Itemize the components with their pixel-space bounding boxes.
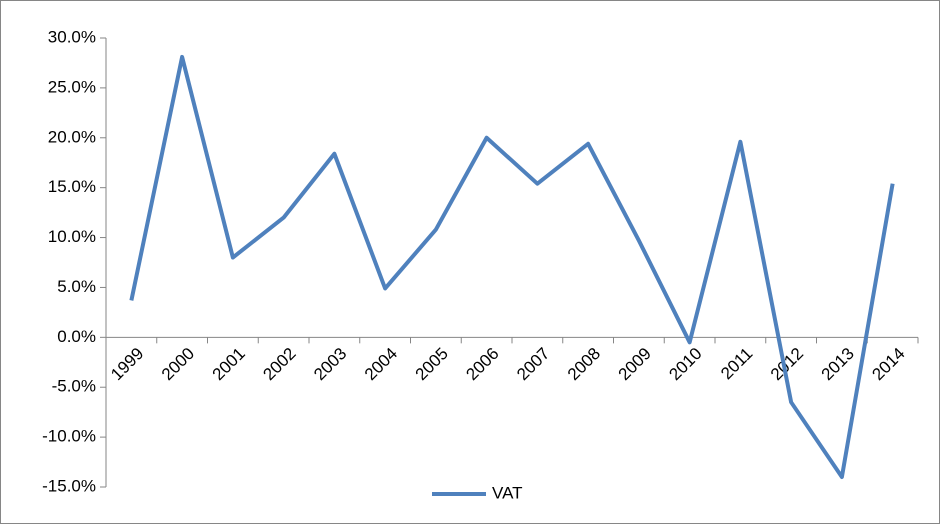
y-tick-label: -5.0% [52,377,96,396]
legend-label: VAT [492,483,523,502]
y-tick-label: 5.0% [57,277,96,296]
y-tick-label: 10.0% [48,227,96,246]
y-tick-label: -15.0% [42,476,96,495]
y-tick-label: 15.0% [48,177,96,196]
y-tick-label: 20.0% [48,127,96,146]
y-tick-label: 25.0% [48,77,96,96]
y-tick-label: 0.0% [57,327,96,346]
data-line [129,54,895,480]
y-tick-label: 30.0% [48,27,96,46]
y-tick-label: -10.0% [42,427,96,446]
